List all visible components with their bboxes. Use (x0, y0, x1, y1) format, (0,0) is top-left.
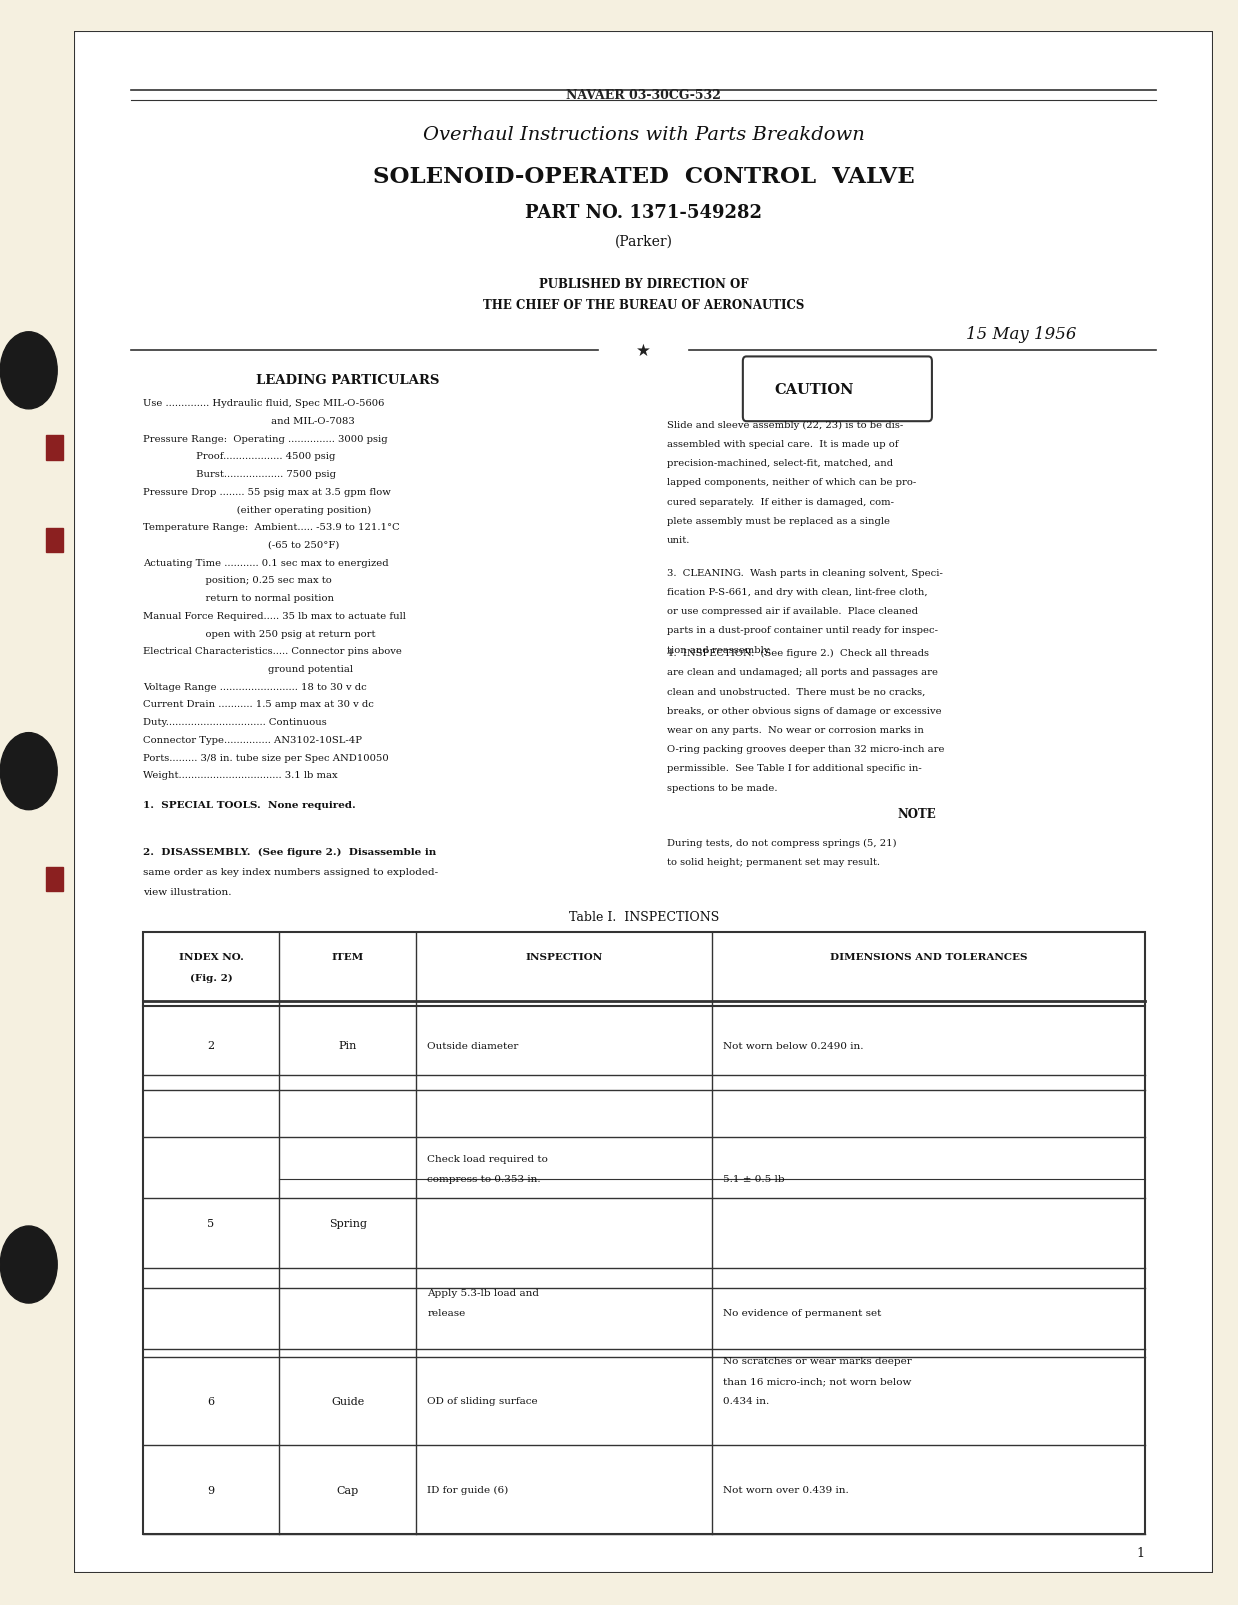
Text: 1: 1 (1136, 1546, 1145, 1560)
Text: Pressure Range:  Operating ............... 3000 psig: Pressure Range: Operating ..............… (142, 435, 387, 443)
Text: 6: 6 (208, 1396, 214, 1406)
Text: or use compressed air if available.  Place cleaned: or use compressed air if available. Plac… (666, 607, 917, 616)
Text: NAVAER 03-30CG-532: NAVAER 03-30CG-532 (566, 88, 722, 101)
Text: Check load required to: Check load required to (427, 1154, 548, 1164)
Text: Actuating Time ........... 0.1 sec max to energized: Actuating Time ........... 0.1 sec max t… (142, 559, 389, 567)
Text: 2.  DISASSEMBLY.  (See figure 2.)  Disassemble in: 2. DISASSEMBLY. (See figure 2.) Disassem… (142, 847, 436, 857)
Text: lapped components, neither of which can be pro-: lapped components, neither of which can … (666, 478, 916, 488)
Text: Spring: Spring (328, 1218, 366, 1228)
Text: breaks, or other obvious signs of damage or excessive: breaks, or other obvious signs of damage… (666, 706, 941, 716)
Text: parts in a dust-proof container until ready for inspec-: parts in a dust-proof container until re… (666, 626, 937, 636)
Text: Outside diameter: Outside diameter (427, 1042, 519, 1050)
Text: (either operating position): (either operating position) (142, 506, 371, 514)
Text: SOLENOID-OPERATED  CONTROL  VALVE: SOLENOID-OPERATED CONTROL VALVE (373, 165, 915, 188)
Text: ground potential: ground potential (142, 664, 353, 674)
Text: Slide and sleeve assembly (22, 23) is to be dis-: Slide and sleeve assembly (22, 23) is to… (666, 421, 903, 430)
Text: Voltage Range ......................... 18 to 30 v dc: Voltage Range ......................... … (142, 682, 366, 692)
Text: NOTE: NOTE (898, 807, 936, 820)
Text: Manual Force Required..... 35 lb max to actuate full: Manual Force Required..... 35 lb max to … (142, 612, 406, 621)
Text: 9: 9 (208, 1485, 214, 1494)
Text: LEADING PARTICULARS: LEADING PARTICULARS (256, 374, 439, 387)
Text: OD of sliding surface: OD of sliding surface (427, 1396, 539, 1406)
Bar (142, 933, 1145, 1534)
Text: Not worn below 0.2490 in.: Not worn below 0.2490 in. (723, 1042, 864, 1050)
Text: Not worn over 0.439 in.: Not worn over 0.439 in. (723, 1486, 849, 1494)
Text: plete assembly must be replaced as a single: plete assembly must be replaced as a sin… (666, 517, 890, 526)
Bar (46, 528, 63, 552)
Text: PART NO. 1371-549282: PART NO. 1371-549282 (525, 204, 763, 221)
Text: Proof................... 4500 psig: Proof................... 4500 psig (142, 453, 335, 461)
Text: Use .............. Hydraulic fluid, Spec MIL-O-5606: Use .............. Hydraulic fluid, Spec… (142, 398, 384, 408)
Text: Guide: Guide (331, 1396, 364, 1406)
Text: Cap: Cap (337, 1485, 359, 1494)
Text: ID for guide (6): ID for guide (6) (427, 1485, 509, 1494)
Text: ★: ★ (636, 342, 651, 360)
Text: 4.  INSPECTION.  (See figure 2.)  Check all threads: 4. INSPECTION. (See figure 2.) Check all… (666, 648, 928, 658)
Circle shape (0, 733, 57, 811)
Text: O-ring packing grooves deeper than 32 micro-inch are: O-ring packing grooves deeper than 32 mi… (666, 745, 945, 754)
Text: Electrical Characteristics..... Connector pins above: Electrical Characteristics..... Connecto… (142, 647, 401, 656)
Text: 5.1 ± 0.5 lb: 5.1 ± 0.5 lb (723, 1175, 785, 1183)
Text: Overhaul Instructions with Parts Breakdown: Overhaul Instructions with Parts Breakdo… (423, 127, 864, 144)
Text: ITEM: ITEM (332, 952, 364, 961)
Text: clean and unobstructed.  There must be no cracks,: clean and unobstructed. There must be no… (666, 687, 925, 697)
Text: During tests, do not compress springs (5, 21): During tests, do not compress springs (5… (666, 838, 896, 847)
Bar (46, 867, 63, 892)
Text: No evidence of permanent set: No evidence of permanent set (723, 1308, 881, 1316)
Text: open with 250 psig at return port: open with 250 psig at return port (142, 629, 375, 639)
Text: Table I.  INSPECTIONS: Table I. INSPECTIONS (568, 910, 719, 923)
Text: 0.434 in.: 0.434 in. (723, 1396, 770, 1406)
Text: 3.  CLEANING.  Wash parts in cleaning solvent, Speci-: 3. CLEANING. Wash parts in cleaning solv… (666, 568, 942, 578)
Text: compress to 0.353 in.: compress to 0.353 in. (427, 1175, 541, 1183)
Text: Weight................................. 3.1 lb max: Weight................................. … (142, 770, 337, 780)
Text: wear on any parts.  No wear or corrosion marks in: wear on any parts. No wear or corrosion … (666, 725, 924, 735)
Text: Burst................... 7500 psig: Burst................... 7500 psig (142, 470, 335, 478)
Text: Current Drain ........... 1.5 amp max at 30 v dc: Current Drain ........... 1.5 amp max at… (142, 700, 374, 709)
Text: to solid height; permanent set may result.: to solid height; permanent set may resul… (666, 857, 879, 867)
Text: INSPECTION: INSPECTION (525, 952, 603, 961)
Text: release: release (427, 1308, 465, 1316)
Text: CAUTION: CAUTION (775, 382, 854, 396)
Text: tion and reassembly.: tion and reassembly. (666, 645, 771, 655)
Text: are clean and undamaged; all ports and passages are: are clean and undamaged; all ports and p… (666, 668, 937, 677)
Text: DIMENSIONS AND TOLERANCES: DIMENSIONS AND TOLERANCES (829, 952, 1028, 961)
Text: 2: 2 (208, 1040, 214, 1051)
Text: Pressure Drop ........ 55 psig max at 3.5 gpm flow: Pressure Drop ........ 55 psig max at 3.… (142, 488, 390, 496)
Text: return to normal position: return to normal position (142, 594, 333, 603)
Text: permissible.  See Table I for additional specific in-: permissible. See Table I for additional … (666, 764, 921, 774)
Text: unit.: unit. (666, 536, 690, 546)
Text: 15 May 1956: 15 May 1956 (966, 326, 1077, 342)
Text: cured separately.  If either is damaged, com-: cured separately. If either is damaged, … (666, 498, 894, 507)
Text: Connector Type............... AN3102-10SL-4P: Connector Type............... AN3102-10S… (142, 735, 361, 745)
Bar (46, 437, 63, 461)
Text: Apply 5.3-lb load and: Apply 5.3-lb load and (427, 1287, 540, 1297)
Text: THE CHIEF OF THE BUREAU OF AERONAUTICS: THE CHIEF OF THE BUREAU OF AERONAUTICS (483, 299, 805, 311)
Text: assembled with special care.  It is made up of: assembled with special care. It is made … (666, 440, 898, 449)
Text: Ports......... 3/8 in. tube size per Spec AND10050: Ports......... 3/8 in. tube size per Spe… (142, 753, 389, 762)
Text: precision-machined, select-fit, matched, and: precision-machined, select-fit, matched,… (666, 459, 893, 469)
Text: spections to be made.: spections to be made. (666, 783, 777, 793)
Text: (Fig. 2): (Fig. 2) (189, 974, 233, 982)
Circle shape (0, 1226, 57, 1303)
Text: 5: 5 (208, 1218, 214, 1228)
Text: 1.  SPECIAL TOOLS.  None required.: 1. SPECIAL TOOLS. None required. (142, 801, 355, 811)
Text: than 16 micro-inch; not worn below: than 16 micro-inch; not worn below (723, 1377, 912, 1385)
Text: view illustration.: view illustration. (142, 888, 232, 896)
Text: (-65 to 250°F): (-65 to 250°F) (142, 541, 339, 549)
Text: Pin: Pin (338, 1040, 357, 1051)
Text: INDEX NO.: INDEX NO. (178, 952, 244, 961)
Text: PUBLISHED BY DIRECTION OF: PUBLISHED BY DIRECTION OF (539, 278, 749, 291)
Text: (Parker): (Parker) (615, 234, 672, 249)
Text: position; 0.25 sec max to: position; 0.25 sec max to (142, 576, 332, 584)
Text: and MIL-O-7083: and MIL-O-7083 (142, 417, 354, 425)
Circle shape (0, 332, 57, 409)
Text: No scratches or wear marks deeper: No scratches or wear marks deeper (723, 1356, 912, 1366)
Text: same order as key index numbers assigned to exploded-: same order as key index numbers assigned… (142, 867, 438, 876)
Text: Temperature Range:  Ambient..... -53.9 to 121.1°C: Temperature Range: Ambient..... -53.9 to… (142, 523, 400, 531)
Text: fication P-S-661, and dry with clean, lint-free cloth,: fication P-S-661, and dry with clean, li… (666, 587, 927, 597)
FancyBboxPatch shape (743, 358, 932, 422)
Text: Duty................................ Continuous: Duty................................ Con… (142, 717, 327, 727)
